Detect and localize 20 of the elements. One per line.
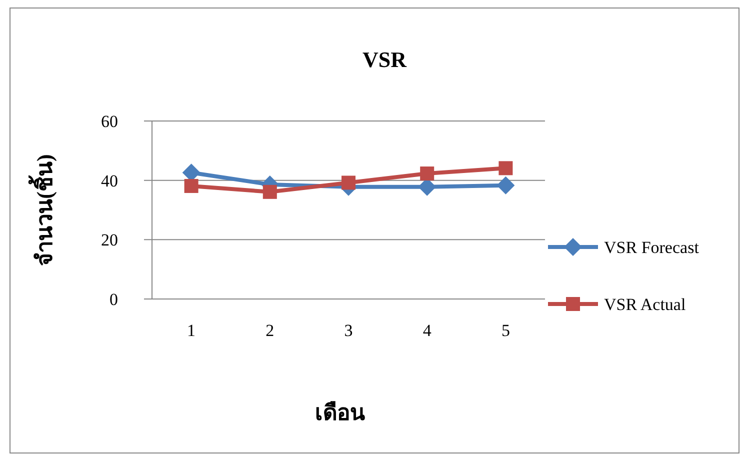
point: [184, 178, 198, 193]
point: [498, 161, 513, 176]
point: [342, 176, 356, 190]
x-axis-title: เดือน: [315, 400, 365, 425]
x-tick-label: 5: [501, 321, 510, 340]
legend-label: VSR Actual: [604, 295, 686, 314]
x-tick-label: 4: [422, 321, 432, 340]
x-tick-label: 3: [344, 321, 353, 340]
x-tick-label: 1: [187, 321, 196, 340]
point: [496, 176, 515, 194]
point: [262, 184, 277, 199]
legend-label: VSR Forecast: [604, 238, 700, 257]
point: [420, 166, 434, 181]
y-tick-label: 40: [101, 171, 118, 190]
y-tick-label: 0: [110, 290, 118, 309]
y-tick-label: 20: [101, 230, 118, 250]
x-tick-label: 2: [266, 321, 274, 340]
chart-title: VSR: [362, 47, 408, 72]
y-tick-label: 60: [101, 112, 118, 131]
y-axis-title: จำนวน(ชิ้น): [28, 154, 57, 266]
